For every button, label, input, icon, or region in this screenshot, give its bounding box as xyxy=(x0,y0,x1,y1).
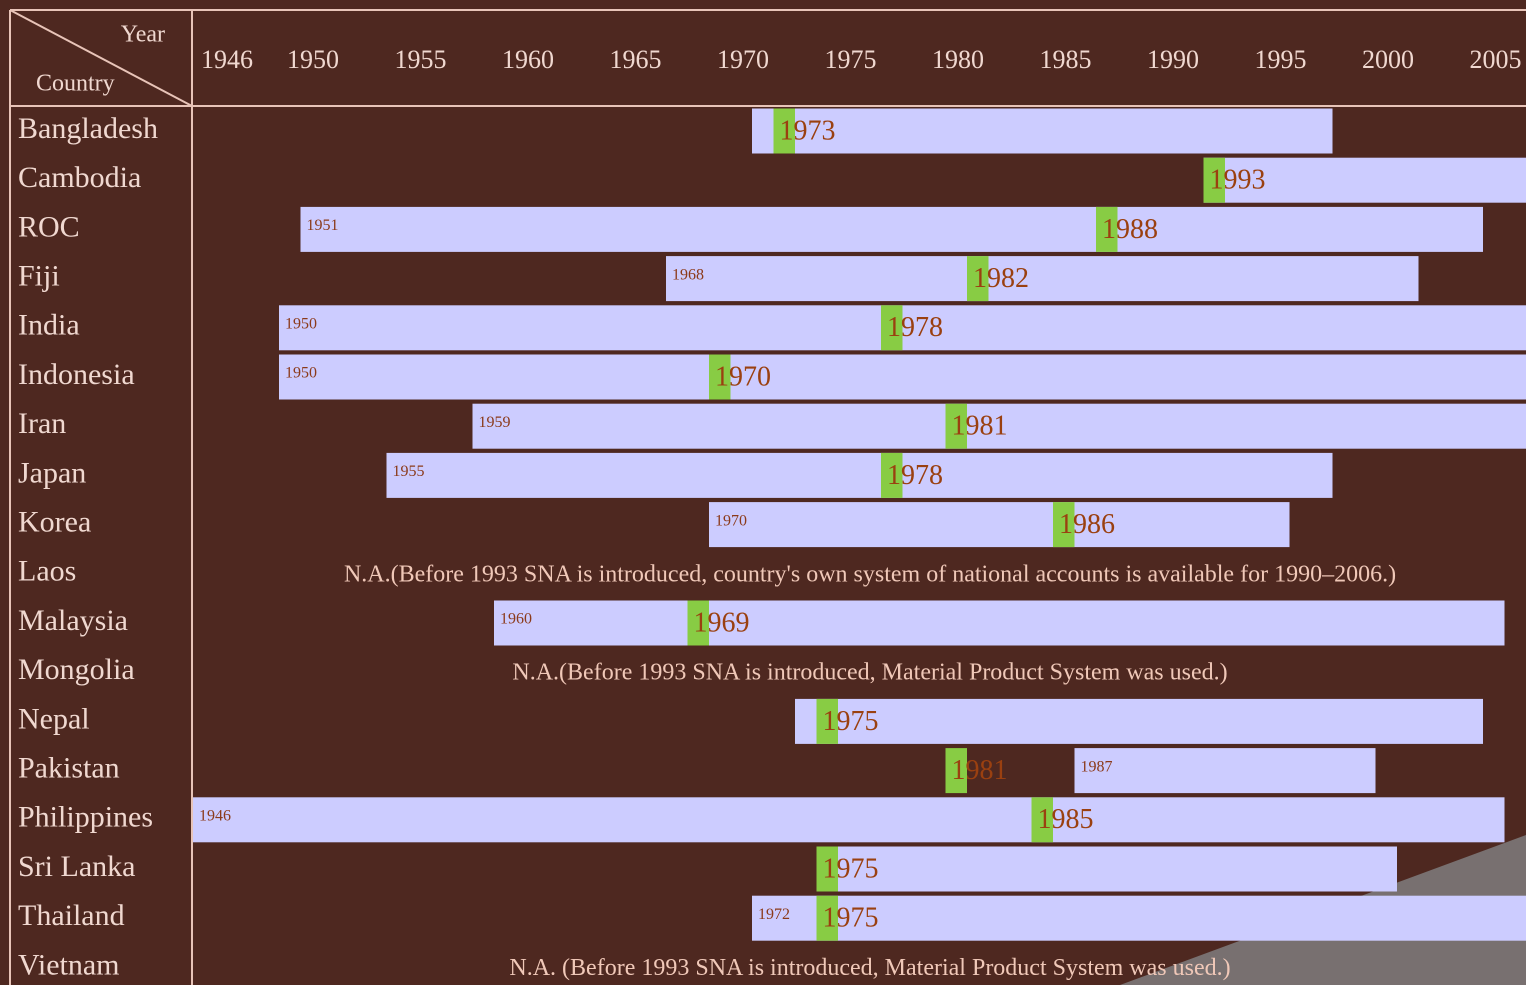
sna-label: 1985 xyxy=(1038,804,1094,835)
sna-marker xyxy=(881,452,903,498)
period-bar xyxy=(709,502,1290,548)
sna-marker xyxy=(1053,502,1075,548)
sna-label: 1986 xyxy=(1059,509,1115,540)
sna-label: 1993 xyxy=(1210,165,1266,196)
sna-marker xyxy=(945,403,967,449)
sna-label: 1982 xyxy=(973,263,1029,294)
year-label: 2005 xyxy=(1470,45,1522,74)
country-label: ROC xyxy=(18,210,80,243)
sna-marker xyxy=(773,108,795,154)
start-label: 1968 xyxy=(672,266,704,283)
sna-label: 1981 xyxy=(952,411,1008,442)
sna-label: 1981 xyxy=(952,755,1008,786)
sna-label: 1978 xyxy=(887,312,943,343)
sna-marker xyxy=(1031,797,1053,843)
sna-label: 1970 xyxy=(715,361,771,392)
country-label: Bangladesh xyxy=(18,112,158,145)
period-bar xyxy=(666,256,1419,302)
sna-marker xyxy=(816,895,838,941)
year-header: Year xyxy=(121,22,165,48)
sna-label: 1988 xyxy=(1102,214,1158,245)
sna-label: 1975 xyxy=(823,903,879,934)
country-label: Thailand xyxy=(18,899,125,932)
sna-marker xyxy=(687,600,709,646)
country-label: Indonesia xyxy=(18,358,135,391)
country-label: Korea xyxy=(18,505,91,538)
country-label: Cambodia xyxy=(18,161,141,194)
start-label: 1950 xyxy=(285,365,317,382)
sna-label: 1975 xyxy=(823,853,879,884)
year-label: 1995 xyxy=(1255,45,1307,74)
period-bar xyxy=(795,698,1483,744)
country-label: Philippines xyxy=(18,801,153,834)
sna-marker xyxy=(1096,206,1118,252)
start-label: 1987 xyxy=(1081,758,1113,775)
start-label: 1960 xyxy=(500,611,532,628)
sna-marker xyxy=(1203,157,1225,203)
start-label: 1950 xyxy=(285,315,317,332)
sna-marker xyxy=(967,256,989,302)
country-label: Laos xyxy=(18,555,76,588)
period-bar xyxy=(1074,748,1376,794)
period-bar xyxy=(494,600,1505,646)
start-label: 1955 xyxy=(393,463,425,480)
year-label: 1946 xyxy=(201,45,253,74)
sna-label: 1973 xyxy=(780,115,836,146)
period-bar xyxy=(386,452,1333,498)
year-label: 2000 xyxy=(1362,45,1414,74)
start-label: 1970 xyxy=(715,512,747,529)
sna-label: 1978 xyxy=(887,460,943,491)
sna-label: 1975 xyxy=(823,706,879,737)
year-label: 1985 xyxy=(1040,45,1092,74)
start-label: 1972 xyxy=(758,906,790,923)
period-bar xyxy=(752,895,1526,941)
year-label: 1955 xyxy=(395,45,447,74)
country-label: Japan xyxy=(18,456,86,489)
year-label: 1980 xyxy=(932,45,984,74)
start-label: 1959 xyxy=(479,414,511,431)
note: N.A. (Before 1993 SNA is introduced, Mat… xyxy=(509,955,1230,981)
country-label: Iran xyxy=(18,407,66,440)
start-label: 1946 xyxy=(199,807,231,824)
year-label: 1975 xyxy=(825,45,877,74)
sna-marker xyxy=(816,698,838,744)
sna-label: 1969 xyxy=(694,607,750,638)
country-label: Sri Lanka xyxy=(18,850,135,883)
period-bar xyxy=(279,354,1526,400)
sna-marker xyxy=(816,846,838,892)
period-bar xyxy=(472,403,1526,449)
year-label: 1990 xyxy=(1147,45,1199,74)
note: N.A.(Before 1993 SNA is introduced, Mate… xyxy=(512,660,1227,686)
country-label: Vietnam xyxy=(18,948,120,981)
country-label: Mongolia xyxy=(18,653,135,686)
note: N.A.(Before 1993 SNA is introduced, coun… xyxy=(344,561,1396,587)
period-bar xyxy=(193,797,1505,843)
sna-marker xyxy=(881,305,903,351)
country-label: Fiji xyxy=(18,259,60,292)
sna-marker xyxy=(709,354,731,400)
year-label: 1950 xyxy=(287,45,339,74)
header-diagonal xyxy=(9,9,193,107)
year-label: 1965 xyxy=(610,45,662,74)
country-label: Pakistan xyxy=(18,751,120,784)
sna-marker xyxy=(945,748,967,794)
country-header: Country xyxy=(36,71,115,97)
period-bar xyxy=(816,846,1397,892)
country-label: Malaysia xyxy=(18,604,128,637)
start-label: 1951 xyxy=(307,217,339,234)
country-label: Nepal xyxy=(18,702,90,735)
year-label: 1960 xyxy=(502,45,554,74)
period-bar xyxy=(300,206,1483,252)
country-label: India xyxy=(18,309,80,342)
period-bar xyxy=(752,108,1333,154)
year-label: 1970 xyxy=(717,45,769,74)
period-bar xyxy=(1203,157,1526,203)
